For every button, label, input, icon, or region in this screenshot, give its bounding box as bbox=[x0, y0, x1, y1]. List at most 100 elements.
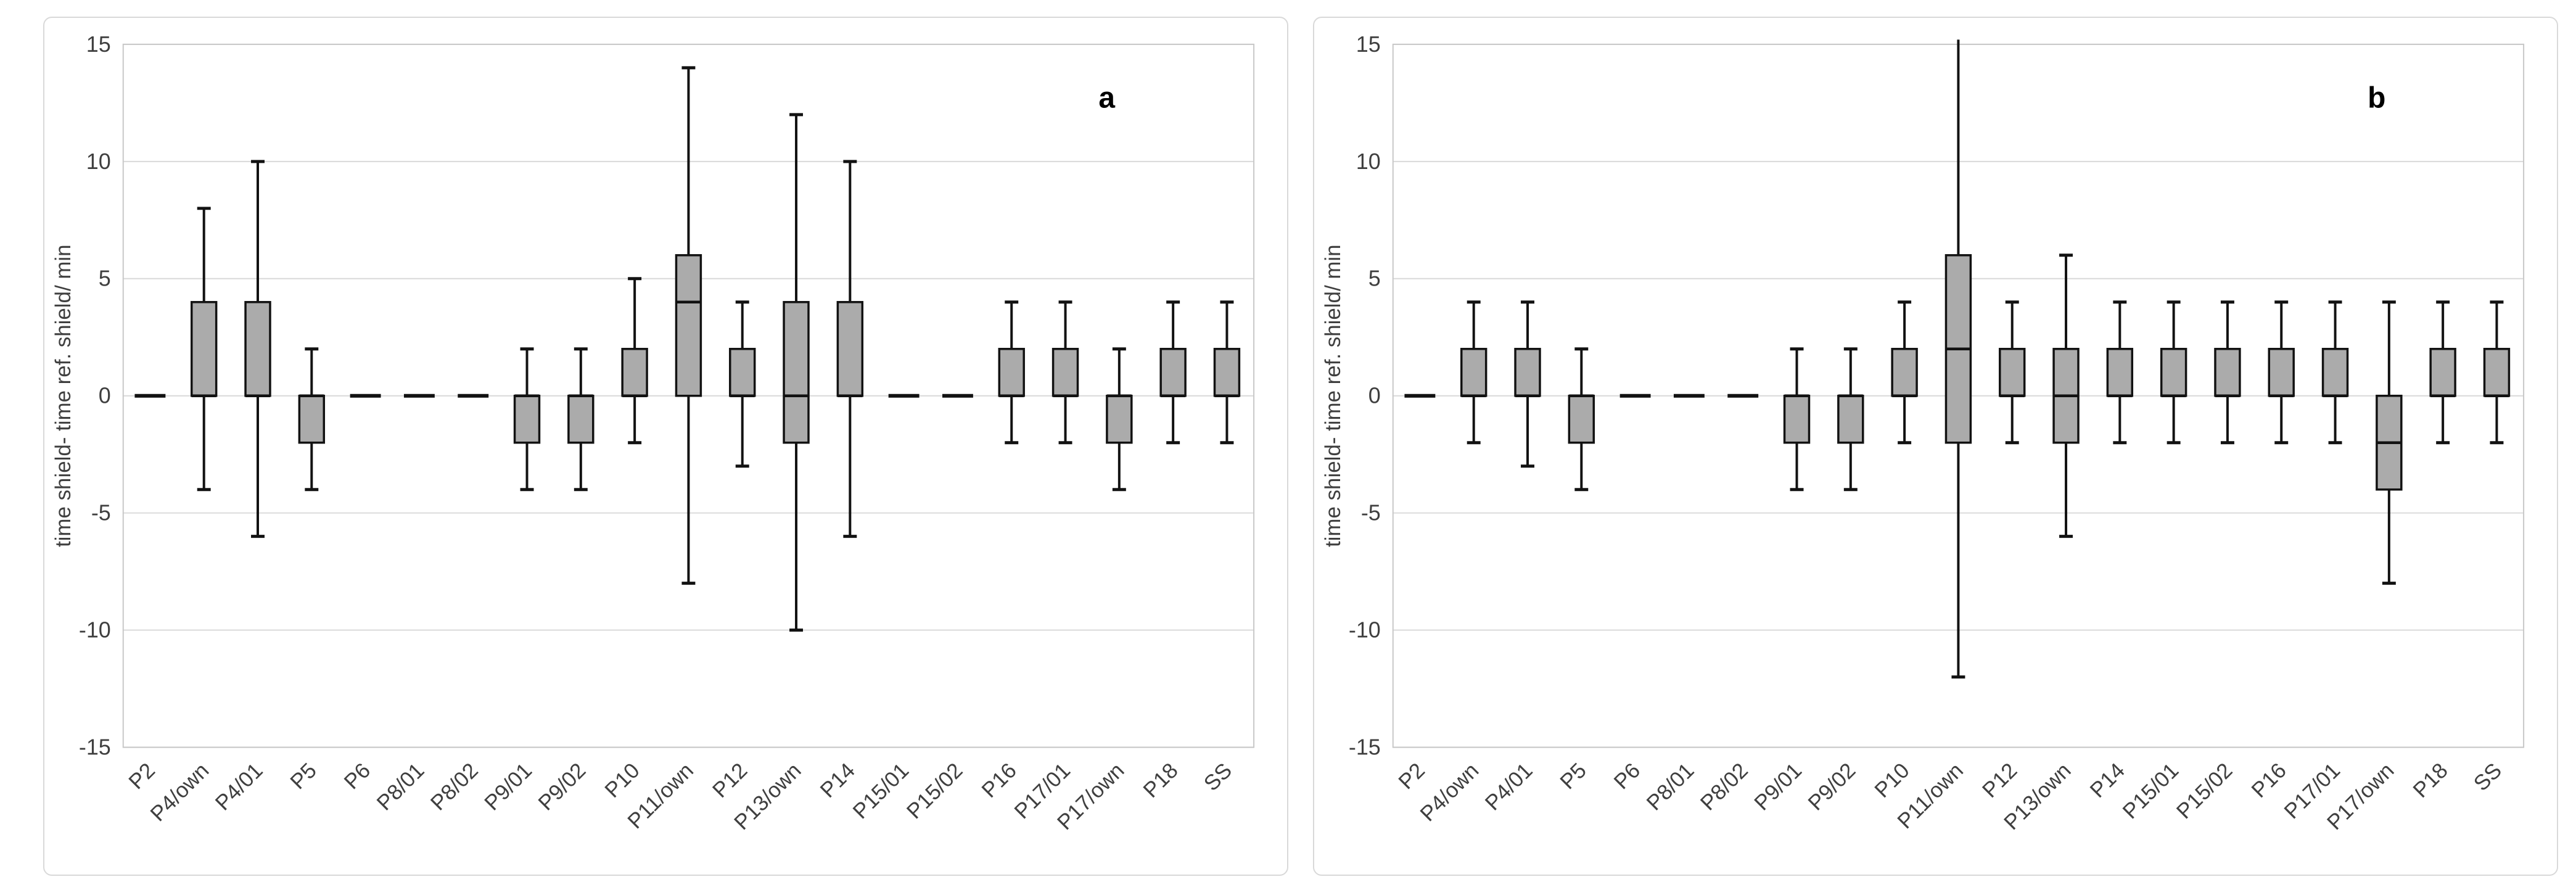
box-P9-02 bbox=[567, 347, 595, 492]
box-rect bbox=[1213, 348, 1241, 397]
box-rect bbox=[1891, 348, 1918, 397]
y-tick-label: -15 bbox=[79, 735, 111, 760]
x-tick-label: P15/01 bbox=[2118, 759, 2183, 824]
x-tick-label: P9/01 bbox=[480, 759, 537, 815]
box-P13-own bbox=[2052, 253, 2080, 538]
y-tick-label: 10 bbox=[86, 149, 111, 174]
x-tick-label: P14 bbox=[815, 759, 860, 802]
x-tick-label: P15/02 bbox=[902, 759, 968, 824]
box-P10 bbox=[1891, 300, 1918, 445]
box-rect bbox=[998, 348, 1025, 397]
box-P15-01 bbox=[2160, 300, 2187, 445]
box-rect bbox=[2160, 348, 2187, 397]
x-tick-label: P10 bbox=[1870, 759, 1914, 802]
x-tick-label: P4/01 bbox=[211, 759, 268, 815]
box-P10 bbox=[621, 277, 648, 445]
x-tick-label: P12 bbox=[1978, 759, 2022, 802]
box-rect bbox=[2483, 348, 2511, 397]
x-tick-label: SS bbox=[2469, 759, 2507, 796]
boxplot-svg-a: 15 10 5 0 -5 -10 -15 time shield- time ref. shi… bbox=[51, 31, 1255, 834]
x-tick-label: P9/02 bbox=[1803, 759, 1860, 815]
x-tick-label: P18 bbox=[1138, 759, 1183, 802]
y-tick-label: -5 bbox=[91, 500, 111, 525]
box-rect bbox=[567, 394, 595, 444]
x-tick-label: P8/02 bbox=[1696, 759, 1753, 815]
boxplot-panel-a: 15 10 5 0 -5 -10 -15 time shield- time ref. shi… bbox=[43, 17, 1288, 876]
panel-label-a: a bbox=[1098, 81, 1115, 114]
boxplot-svg-b: 15 10 5 0 -5 -10 -15 time shield- time ref. shi… bbox=[1321, 31, 2525, 834]
box-P13-own bbox=[783, 113, 810, 632]
box-rect bbox=[2268, 348, 2295, 397]
box-P17-01 bbox=[1051, 300, 1079, 445]
box-SS bbox=[1213, 300, 1241, 445]
x-tick-label: P14 bbox=[2085, 759, 2130, 802]
box-rect bbox=[1783, 394, 1811, 444]
box-rect bbox=[729, 348, 756, 397]
box-rect bbox=[836, 301, 864, 397]
x-tick-label: P2 bbox=[124, 759, 160, 794]
x-tick-label: P6 bbox=[339, 759, 375, 794]
box-P12 bbox=[1999, 300, 2026, 445]
y-axis-title: time shield- time ref. shield/ min bbox=[1321, 244, 1345, 547]
box-P15-02 bbox=[2214, 300, 2241, 445]
x-tick-label: P4/own bbox=[1415, 759, 1483, 826]
x-tick-label: P9/02 bbox=[533, 759, 590, 815]
box-rect bbox=[1999, 348, 2026, 397]
box-rect bbox=[1106, 394, 1133, 444]
x-tick-label: P12 bbox=[708, 759, 752, 802]
x-tick-label: P16 bbox=[2247, 759, 2291, 802]
y-tick-label: -5 bbox=[1361, 500, 1381, 525]
box-P12 bbox=[729, 300, 756, 468]
box-SS bbox=[2483, 300, 2511, 445]
box-P17-01 bbox=[2321, 300, 2349, 445]
plot-border bbox=[122, 43, 1255, 748]
y-tick-label: 5 bbox=[99, 266, 111, 291]
panel-label-b: b bbox=[2368, 81, 2385, 114]
y-tick-label: 15 bbox=[86, 31, 111, 57]
box-rect bbox=[2214, 348, 2241, 397]
box-P16 bbox=[998, 300, 1025, 445]
x-tick-label: P2 bbox=[1394, 759, 1430, 794]
x-tick-label: P15/01 bbox=[848, 759, 913, 824]
x-tick-label: P10 bbox=[600, 759, 644, 802]
box-rect bbox=[1514, 348, 1541, 397]
x-tick-label: P9/01 bbox=[1750, 759, 1806, 815]
y-tick-label: 15 bbox=[1356, 31, 1381, 57]
box-P18 bbox=[2429, 300, 2456, 445]
box-rect bbox=[1460, 348, 1488, 397]
x-tick-label: P8/01 bbox=[1642, 759, 1698, 815]
box-P4-own bbox=[1460, 300, 1488, 445]
y-tick-label: 0 bbox=[1368, 383, 1381, 408]
box-rect bbox=[621, 348, 648, 397]
box-P9-01 bbox=[1783, 347, 1811, 492]
box-P14 bbox=[836, 160, 864, 538]
box-P4-01 bbox=[1514, 300, 1541, 468]
box-P17-own bbox=[2376, 300, 2403, 585]
box-rect bbox=[1051, 348, 1079, 397]
y-tick-label: -10 bbox=[79, 617, 111, 643]
x-tick-label: P18 bbox=[2408, 759, 2453, 802]
box-rect bbox=[298, 394, 326, 444]
box-P5 bbox=[1568, 347, 1595, 492]
box-rect bbox=[2429, 348, 2456, 397]
boxplot-panel-b: 15 10 5 0 -5 -10 -15 time shield- time ref. shi… bbox=[1313, 17, 2558, 876]
box-P14 bbox=[2106, 300, 2134, 445]
x-tick-label: SS bbox=[1200, 759, 1237, 796]
box-rect bbox=[1568, 394, 1595, 444]
box-rect bbox=[2106, 348, 2134, 397]
x-tick-label: P16 bbox=[977, 759, 1021, 802]
box-P11-own bbox=[675, 66, 702, 585]
box-rect bbox=[1159, 348, 1187, 397]
box-P5 bbox=[298, 347, 326, 492]
x-tick-label: P8/02 bbox=[426, 759, 483, 815]
box-rect bbox=[513, 394, 541, 444]
box-P18 bbox=[1159, 300, 1187, 445]
y-tick-label: -10 bbox=[1349, 617, 1381, 643]
x-tick-label: P6 bbox=[1609, 759, 1645, 794]
box-rect bbox=[2321, 348, 2349, 397]
x-tick-label: P4/01 bbox=[1481, 759, 1537, 815]
x-tick-label: P4/own bbox=[146, 759, 213, 826]
x-tick-label: P5 bbox=[286, 759, 321, 794]
box-P4-own bbox=[190, 207, 218, 492]
box-P9-01 bbox=[513, 347, 541, 492]
